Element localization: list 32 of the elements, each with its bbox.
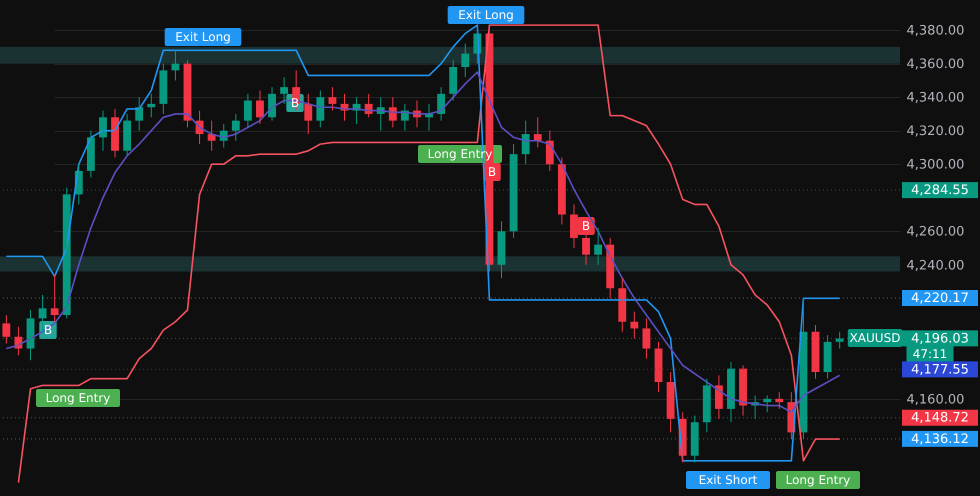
- y-tick-label: 4,360.00: [906, 57, 964, 72]
- annotation: Long Entry: [786, 473, 850, 487]
- y-tick-label: 4,240.00: [906, 258, 964, 274]
- candlestick: [123, 113, 132, 156]
- y-tick-label: 4,320.00: [906, 124, 964, 140]
- y-tick-label: 4,160.00: [906, 392, 964, 408]
- annotation: Exit Long: [458, 8, 514, 22]
- candlestick: [328, 86, 336, 112]
- annotation: Long Entry: [46, 391, 110, 405]
- candlestick: [171, 50, 180, 81]
- candlestick: [2, 314, 10, 344]
- y-tick-label: 4,340.00: [906, 90, 964, 106]
- text: XAUUSD: [850, 331, 900, 345]
- ref-line-label: 4,196.03: [911, 331, 969, 346]
- candlestick: [498, 220, 506, 279]
- annotation: Exit Short: [698, 473, 758, 487]
- ref-line-label: 4,148.72: [911, 410, 969, 426]
- y-tick-label: 4,300.00: [906, 158, 964, 173]
- candlestick: [630, 311, 638, 339]
- candlestick: [280, 76, 288, 104]
- annotation: B: [488, 165, 496, 179]
- ref-line-label: 4,284.55: [911, 183, 969, 198]
- text: 47:11: [912, 347, 948, 361]
- annotation: Exit Long: [175, 30, 231, 44]
- ref-line-label: 4,220.17: [911, 290, 969, 306]
- ref-line-label: 4,177.55: [911, 362, 969, 378]
- annotation: B: [44, 323, 52, 337]
- y-tick-label: 4,260.00: [906, 224, 964, 240]
- ref-line-label: 4,136.12: [911, 432, 969, 447]
- y-tick-label: 4,380.00: [906, 24, 964, 39]
- annotation: B: [582, 219, 590, 233]
- line-series: [6, 71, 840, 414]
